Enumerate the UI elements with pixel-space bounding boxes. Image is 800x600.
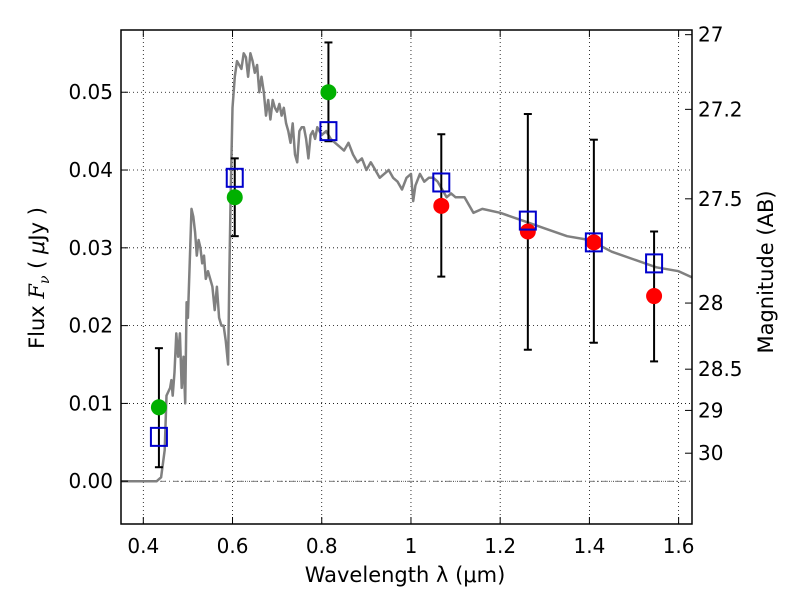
right-tick-label: 28	[698, 291, 723, 315]
y-axis-label-subscript: ν	[37, 275, 53, 284]
right-tick-label: 30	[698, 441, 723, 465]
model-photometry-box	[319, 121, 338, 142]
x-tick-label: 0.4	[127, 534, 159, 558]
right-tick-label: 27.5	[698, 187, 743, 211]
right-tick-label: 29	[698, 398, 723, 422]
observed-point-red	[519, 223, 536, 240]
y-tick-label: 0.01	[68, 391, 113, 415]
observed-point-red	[646, 288, 663, 305]
y-tick-label: 0.00	[68, 469, 113, 493]
x-axis-ticks: 0.4 0.6 0.8 1 1.2 1.4 1.6	[127, 30, 695, 558]
observed-point-green	[150, 399, 167, 416]
model-spectrum-line	[121, 52, 692, 483]
plot-frame	[120, 29, 693, 525]
observed-point-red	[433, 197, 450, 214]
y-tick-label: 0.03	[68, 236, 113, 260]
model-photometry-box	[518, 210, 537, 231]
x-tick-label: 1.4	[573, 534, 605, 558]
right-tick-label: 27.2	[698, 97, 743, 121]
y-axis-label-unit-mu: μ	[25, 241, 49, 255]
y-axis-label-prefix: Flux	[25, 299, 49, 349]
observed-point-green	[320, 84, 337, 101]
y-tick-label: 0.04	[68, 158, 113, 182]
right-axis-label: Magnitude (AB)	[754, 190, 778, 353]
series-layer	[121, 41, 692, 483]
y-axis-label: Flux Fν ( μJy )	[25, 207, 53, 349]
x-axis-label: Wavelength λ (μm)	[305, 563, 506, 587]
observed-point-red	[585, 234, 602, 251]
x-tick-label: 0.6	[217, 534, 249, 558]
model-photometry-box	[149, 426, 168, 447]
right-tick-label: 28.5	[698, 357, 743, 381]
y-axis-label-symbol: F	[25, 283, 49, 300]
model-photometry-box	[584, 232, 603, 253]
x-tick-label: 1.2	[484, 534, 516, 558]
y-axis-label-unit-open: (	[25, 254, 49, 276]
observed-point-green	[226, 189, 243, 206]
x-tick-label: 0.8	[306, 534, 338, 558]
right-axis-ticks: 27 27.2 27.5 28 28.5 29 30	[685, 23, 743, 465]
y-tick-label: 0.02	[68, 314, 113, 338]
y-axis-ticks: 0.00 0.01 0.02 0.03 0.04 0.05	[68, 80, 128, 493]
model-photometry-box	[432, 172, 451, 193]
x-tick-label: 1	[405, 534, 418, 558]
model-photometry-box	[645, 253, 664, 274]
model-photometry-box	[225, 167, 244, 188]
right-tick-label: 27	[698, 23, 723, 47]
y-axis-label-unit-close: Jy )	[25, 207, 49, 243]
y-tick-label: 0.05	[68, 80, 113, 104]
x-tick-label: 1.6	[663, 534, 695, 558]
